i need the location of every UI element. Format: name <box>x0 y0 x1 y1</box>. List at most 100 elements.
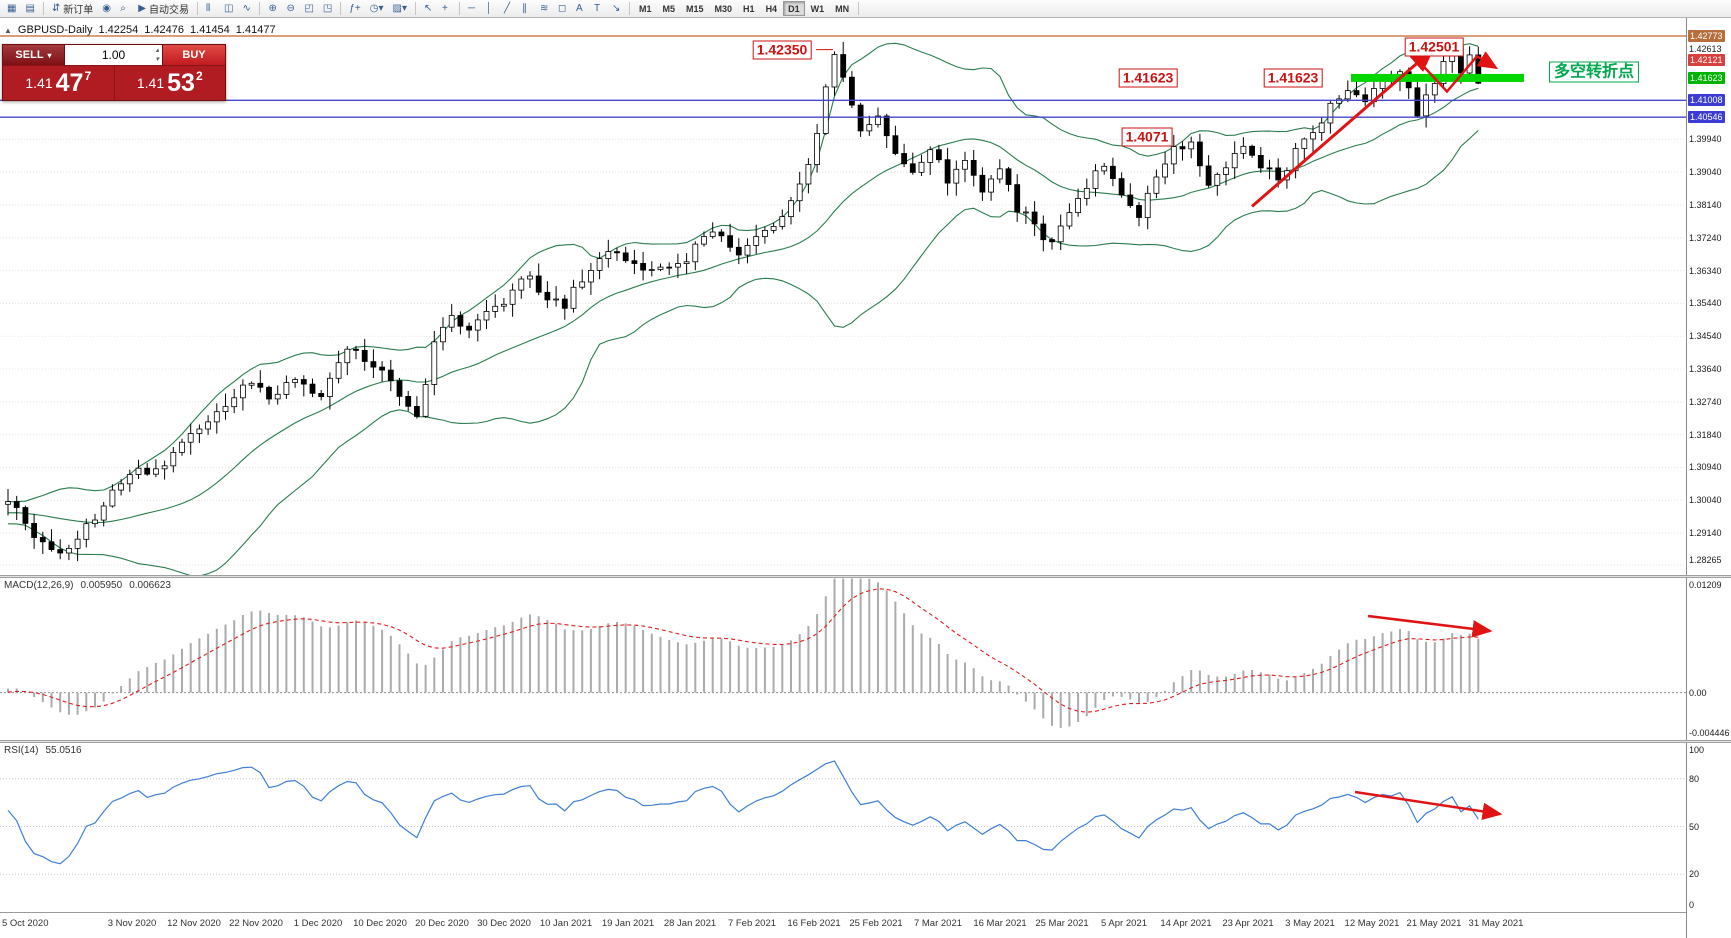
periods-dropdown-icon-glyph: ◷▾ <box>369 3 384 14</box>
chart-profiles-icon[interactable]: ▤ <box>21 1 38 17</box>
date-label: 19 Jan 2021 <box>601 918 655 929</box>
scale-label: 1.40546 <box>1688 111 1725 123</box>
zoom-in-icon[interactable]: ⊕ <box>264 1 281 17</box>
periods-dropdown-icon[interactable]: ◷▾ <box>366 1 388 17</box>
timeframe-h1[interactable]: H1 <box>743 3 755 14</box>
buy-price[interactable]: 1.41 53 2 <box>115 66 226 100</box>
trendline-icon[interactable]: ╱ <box>500 1 517 17</box>
channel-icon[interactable]: ∥ <box>518 1 535 17</box>
candlestick-series <box>5 41 1482 562</box>
price-label-142501[interactable]: 1.42501 <box>1404 37 1464 57</box>
volume-stepper[interactable]: ▴ ▾ <box>155 46 159 64</box>
new-order-button[interactable]: ⇵ 新订单 <box>48 1 97 17</box>
date-label: 3 May 2021 <box>1285 918 1335 929</box>
sell-button[interactable]: SELL ▾ <box>3 45 65 65</box>
collapse-icon[interactable]: ▲ <box>4 25 12 35</box>
volume-input[interactable]: 1.00 ▴ ▾ <box>65 45 163 65</box>
bar-chart-icon[interactable]: ⫴ <box>202 1 219 17</box>
line-chart-icon[interactable]: ∿ <box>238 1 255 17</box>
timeframe-m15[interactable]: M15 <box>686 3 704 14</box>
auto-trading-button-label: 自动交易 <box>149 5 189 16</box>
macd-momentum-arrow[interactable] <box>1367 614 1493 638</box>
date-label: 22 Nov 2020 <box>229 918 283 929</box>
price-label-142350[interactable]: 1.42350 <box>752 40 812 60</box>
pullback-zigzag-arrow[interactable] <box>1411 51 1499 94</box>
candlestick-chart-icon-glyph: ◫ <box>224 3 234 14</box>
spinner-up-icon[interactable]: ▴ <box>155 47 159 54</box>
toolbar-separator <box>259 2 261 15</box>
cursor-icon[interactable]: ↖ <box>420 1 437 17</box>
main-plot[interactable] <box>0 18 1686 575</box>
horizontal-line-icon[interactable]: ─ <box>464 1 481 17</box>
text-icon[interactable]: A <box>572 1 589 17</box>
spinner-down-icon[interactable]: ▾ <box>155 56 159 63</box>
cascade-windows-icon[interactable]: ◳ <box>319 1 336 17</box>
buy-button[interactable]: BUY <box>163 45 225 65</box>
shapes-icon[interactable]: ◻ <box>554 1 571 17</box>
fibonacci-icon[interactable]: ≋ <box>536 1 553 17</box>
toolbar: ▦ ▤ ⇵ 新订单 ◉ ⌕ ▶ 自动交易 ⫴ ◫ ∿ ⊕ ⊖ ◰ ◳ ƒ+ ◷▾ ▨▾ ↖ + ─ │ ╱ ∥ ≋ ◻ A T ↘ M1 M… <box>0 0 1731 18</box>
channel-icon-glyph: ∥ <box>521 3 527 14</box>
date-label: 20 Dec 2020 <box>415 918 469 929</box>
crosshair-icon-glyph: + <box>441 3 448 14</box>
timeframe-mn[interactable]: MN <box>835 3 850 14</box>
price-label-141623-right[interactable]: 1.41623 <box>1263 68 1323 88</box>
vertical-line-icon[interactable]: │ <box>482 1 499 17</box>
toolbar-separator <box>340 2 342 15</box>
timeframe-m30[interactable]: M30 <box>714 3 733 14</box>
symbol-label: GBPUSD-Daily <box>17 24 93 36</box>
macd-histogram <box>7 578 1480 728</box>
rsi-plot[interactable] <box>0 743 1686 912</box>
bull-trend-arrow[interactable] <box>1251 48 1435 208</box>
scale-label: 1.29140 <box>1689 528 1722 538</box>
scale-label: 1.41623 <box>1688 72 1725 84</box>
crosshair-icon[interactable]: + <box>438 1 455 17</box>
search-icon[interactable]: ⌕ <box>116 1 133 17</box>
date-label: 12 Nov 2020 <box>167 918 221 929</box>
scale-label: 1.33640 <box>1689 364 1722 374</box>
scale-corner <box>1686 912 1731 938</box>
support-zone-line[interactable] <box>1351 73 1524 82</box>
candlestick-chart-icon[interactable]: ◫ <box>220 1 237 17</box>
text-label-icon[interactable]: T <box>590 1 607 17</box>
cursor-icon-glyph: ↖ <box>423 3 433 14</box>
templates-dropdown-icon[interactable]: ▨▾ <box>389 1 411 17</box>
price-label-141623-left[interactable]: 1.41623 <box>1118 68 1178 88</box>
tile-windows-icon[interactable]: ◰ <box>300 1 317 17</box>
arrows-tool-icon[interactable]: ↘ <box>608 1 625 17</box>
pane-splitter[interactable] <box>0 575 1731 578</box>
auto-trading-button[interactable]: ▶ 自动交易 <box>134 1 193 17</box>
mql5-community-icon[interactable]: ◉ <box>98 1 115 17</box>
scale-label: 1.28265 <box>1689 555 1722 565</box>
sell-price[interactable]: 1.41 47 7 <box>3 66 115 100</box>
bollinger-band-line <box>7 129 1479 575</box>
macd-label: MACD(12,26,9) <box>4 580 74 591</box>
chevron-down-icon: ▾ <box>47 50 52 60</box>
macd-scale: 0.01209 0.00 -0.004446 <box>1686 578 1731 740</box>
turning-point-label[interactable]: 多空转折点 <box>1548 61 1640 83</box>
date-axis[interactable]: 5 Oct 2020 3 Nov 2020 12 Nov 2020 22 Nov 20… <box>0 912 1686 938</box>
timeframe-w1[interactable]: W1 <box>810 3 825 14</box>
rsi-momentum-arrow[interactable] <box>1354 790 1503 821</box>
date-label: 1 Dec 2020 <box>293 918 343 929</box>
new-chart-icon[interactable]: ▦ <box>3 1 20 17</box>
timeframe-h4[interactable]: H4 <box>765 3 778 14</box>
pane-splitter[interactable] <box>0 740 1731 743</box>
zoom-out-icon[interactable]: ⊖ <box>282 1 299 17</box>
one-click-trading-widget: SELL ▾ 1.00 ▴ ▾ BUY 1.41 47 7 <box>2 44 226 101</box>
sell-price-pip: 7 <box>84 69 92 83</box>
scale-label: 20 <box>1689 869 1700 879</box>
toolbar-separator <box>458 2 460 15</box>
scale-label: 1.38140 <box>1689 200 1722 210</box>
macd-plot[interactable] <box>0 578 1686 740</box>
scale-label: 1.42613 <box>1689 44 1722 54</box>
indicators-icon[interactable]: ƒ+ <box>345 1 364 17</box>
date-label: 31 May 2021 <box>1468 918 1524 929</box>
timeframe-m5[interactable]: M5 <box>662 3 676 14</box>
date-label: 25 Feb 2021 <box>849 918 903 929</box>
timeframe-d1[interactable]: D1 <box>783 1 805 16</box>
price-label-14071[interactable]: 1.4071 <box>1121 127 1173 147</box>
scale-label: 1.37240 <box>1689 233 1722 243</box>
timeframe-m1[interactable]: M1 <box>638 3 652 14</box>
price-scale[interactable]: 1.42773 1.42613 1.42121 1.41623 1.41008 1.405… <box>1686 18 1731 575</box>
